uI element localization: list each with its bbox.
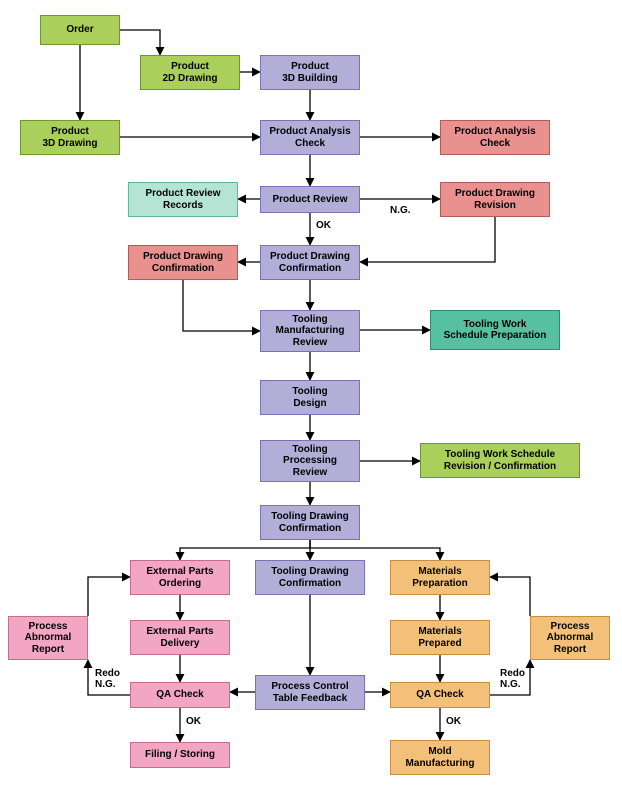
edge-tdc-mprep bbox=[310, 540, 440, 560]
node-par_l: ProcessAbnormalReport bbox=[8, 616, 88, 660]
edge-pdc_l-tmr bbox=[183, 280, 260, 331]
node-tdesign: ToolingDesign bbox=[260, 380, 360, 415]
node-tdc: Tooling DrawingConfirmation bbox=[260, 505, 360, 540]
node-tprev: ToolingProcessingReview bbox=[260, 440, 360, 482]
node-tdc2: Tooling DrawingConfirmation bbox=[255, 560, 365, 595]
node-mold: MoldManufacturing bbox=[390, 740, 490, 775]
node-order: Order bbox=[40, 15, 120, 45]
node-prev: Product Review bbox=[260, 186, 360, 213]
node-mprepd: MaterialsPrepared bbox=[390, 620, 490, 655]
edge-par_l-epo bbox=[88, 577, 130, 616]
edge-label-2: RedoN.G. bbox=[95, 668, 120, 690]
edge-label-5: OK bbox=[446, 716, 461, 727]
edge-pdrrev-pdc_c bbox=[360, 217, 495, 262]
edge-label-1: N.G. bbox=[390, 205, 411, 216]
edge-label-4: RedoN.G. bbox=[500, 668, 525, 690]
node-pac_l: Product AnalysisCheck bbox=[260, 120, 360, 155]
edge-order-p2d bbox=[120, 30, 160, 55]
node-pctf: Process ControlTable Feedback bbox=[255, 675, 365, 710]
node-par_r: ProcessAbnormalReport bbox=[530, 616, 610, 660]
node-tmr: ToolingManufacturingReview bbox=[260, 310, 360, 352]
node-p3d_build: Product3D Building bbox=[260, 55, 360, 90]
node-twsp: Tooling WorkSchedule Preparation bbox=[430, 310, 560, 350]
node-pdc_l: Product DrawingConfirmation bbox=[128, 245, 238, 280]
node-qal: QA Check bbox=[130, 682, 230, 708]
node-mprep: MaterialsPreparation bbox=[390, 560, 490, 595]
flowchart-canvas: Order Product2D Drawing Product3D Building… bbox=[0, 0, 622, 797]
edge-label-0: OK bbox=[316, 220, 331, 231]
edge-tdc-epo bbox=[180, 540, 310, 560]
node-epo: External PartsOrdering bbox=[130, 560, 230, 595]
node-pdrrev: Product DrawingRevision bbox=[440, 182, 550, 217]
edge-par_r-mprep bbox=[490, 577, 530, 616]
node-p3d_draw: Product3D Drawing bbox=[20, 120, 120, 155]
node-epd: External PartsDelivery bbox=[130, 620, 230, 655]
node-pdc_c: Product DrawingConfirmation bbox=[260, 245, 360, 280]
edge-label-3: OK bbox=[186, 716, 201, 727]
node-pac_r: Product AnalysisCheck bbox=[440, 120, 550, 155]
node-filing: Filing / Storing bbox=[130, 742, 230, 768]
node-p2d: Product2D Drawing bbox=[140, 55, 240, 90]
node-twsrc: Tooling Work ScheduleRevision / Confirma… bbox=[420, 443, 580, 478]
node-prr: Product ReviewRecords bbox=[128, 182, 238, 217]
node-qar: QA Check bbox=[390, 682, 490, 708]
